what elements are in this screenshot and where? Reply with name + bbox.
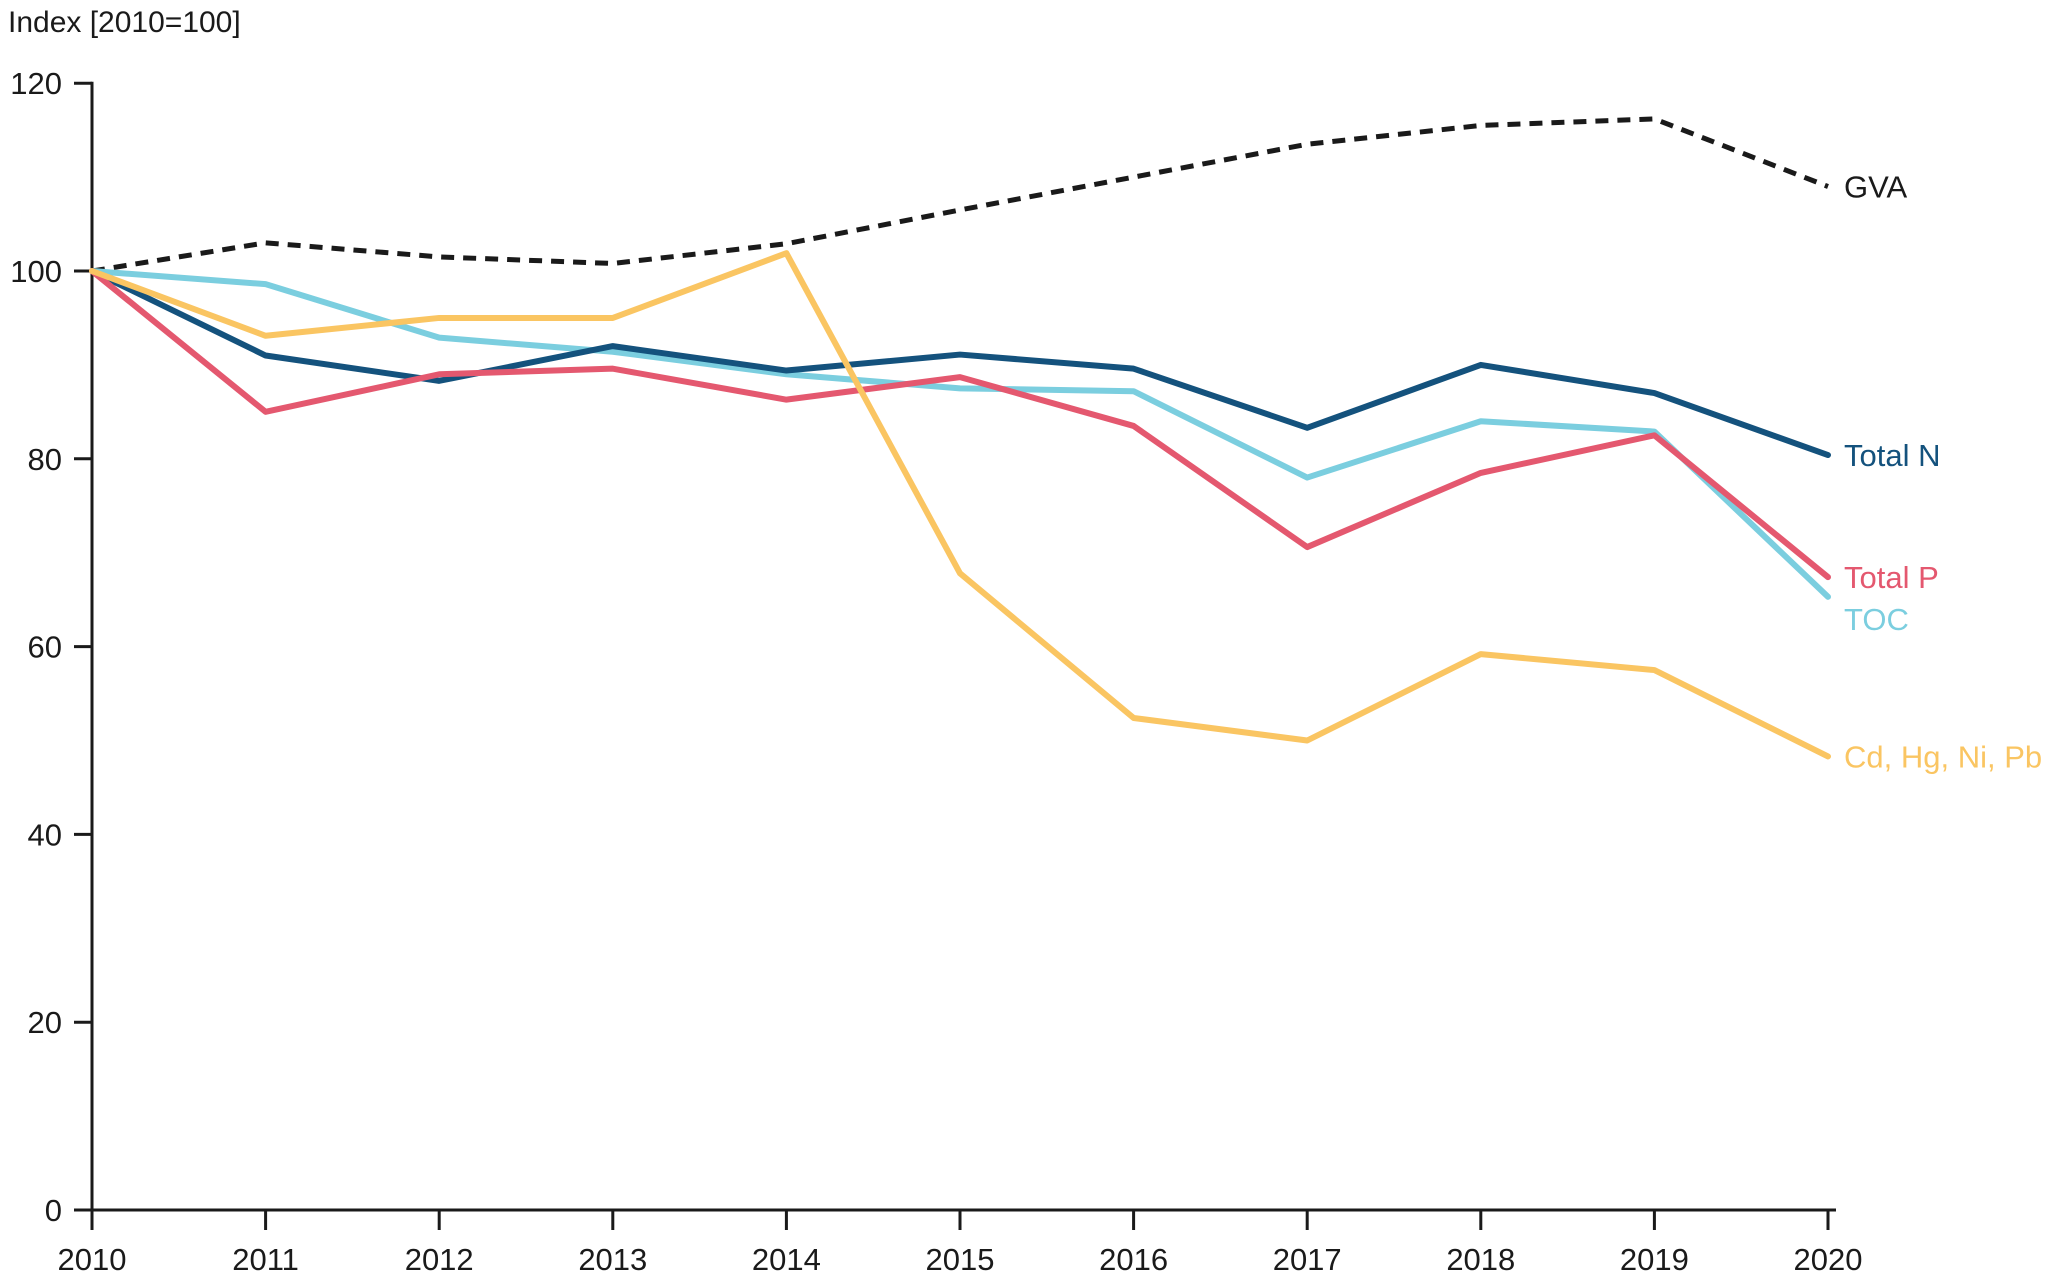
y-tick-label: 120 xyxy=(10,66,62,101)
y-tick-label: 100 xyxy=(10,254,62,289)
x-tick-label: 2010 xyxy=(58,1242,127,1277)
x-tick-label: 2019 xyxy=(1620,1242,1689,1277)
x-tick-label: 2013 xyxy=(578,1242,647,1277)
series-line-cd-hg-ni-pb xyxy=(89,250,1831,760)
x-tick-label: 2015 xyxy=(926,1242,995,1277)
x-tick-label: 2014 xyxy=(752,1242,821,1277)
series-line-gva xyxy=(91,116,1829,274)
series-label-cd-hg-ni-pb: Cd, Hg, Ni, Pb xyxy=(1844,739,2042,774)
series-label-total-n: Total N xyxy=(1844,438,1940,473)
y-tick-label: 20 xyxy=(28,1005,62,1040)
y-tick-label: 40 xyxy=(28,817,62,852)
y-tick-label: 60 xyxy=(28,630,62,665)
x-tick-label: 2012 xyxy=(405,1242,474,1277)
x-tick-label: 2016 xyxy=(1099,1242,1168,1277)
series-label-toc: TOC xyxy=(1844,602,1909,637)
series-label-gva: GVA xyxy=(1844,169,1907,204)
y-tick-label: 80 xyxy=(28,442,62,477)
series-label-total-p: Total P xyxy=(1844,560,1939,595)
series-line-total-p xyxy=(89,268,1831,581)
series-line-total-n xyxy=(89,268,1831,459)
x-tick-label: 2017 xyxy=(1273,1242,1342,1277)
x-tick-label: 2011 xyxy=(232,1242,299,1277)
series-line-toc xyxy=(89,268,1831,600)
y-tick-label: 0 xyxy=(45,1193,62,1228)
x-tick-label: 2020 xyxy=(1794,1242,1863,1277)
x-tick-label: 2018 xyxy=(1446,1242,1515,1277)
chart-title: Index [2010=100] xyxy=(8,6,241,39)
